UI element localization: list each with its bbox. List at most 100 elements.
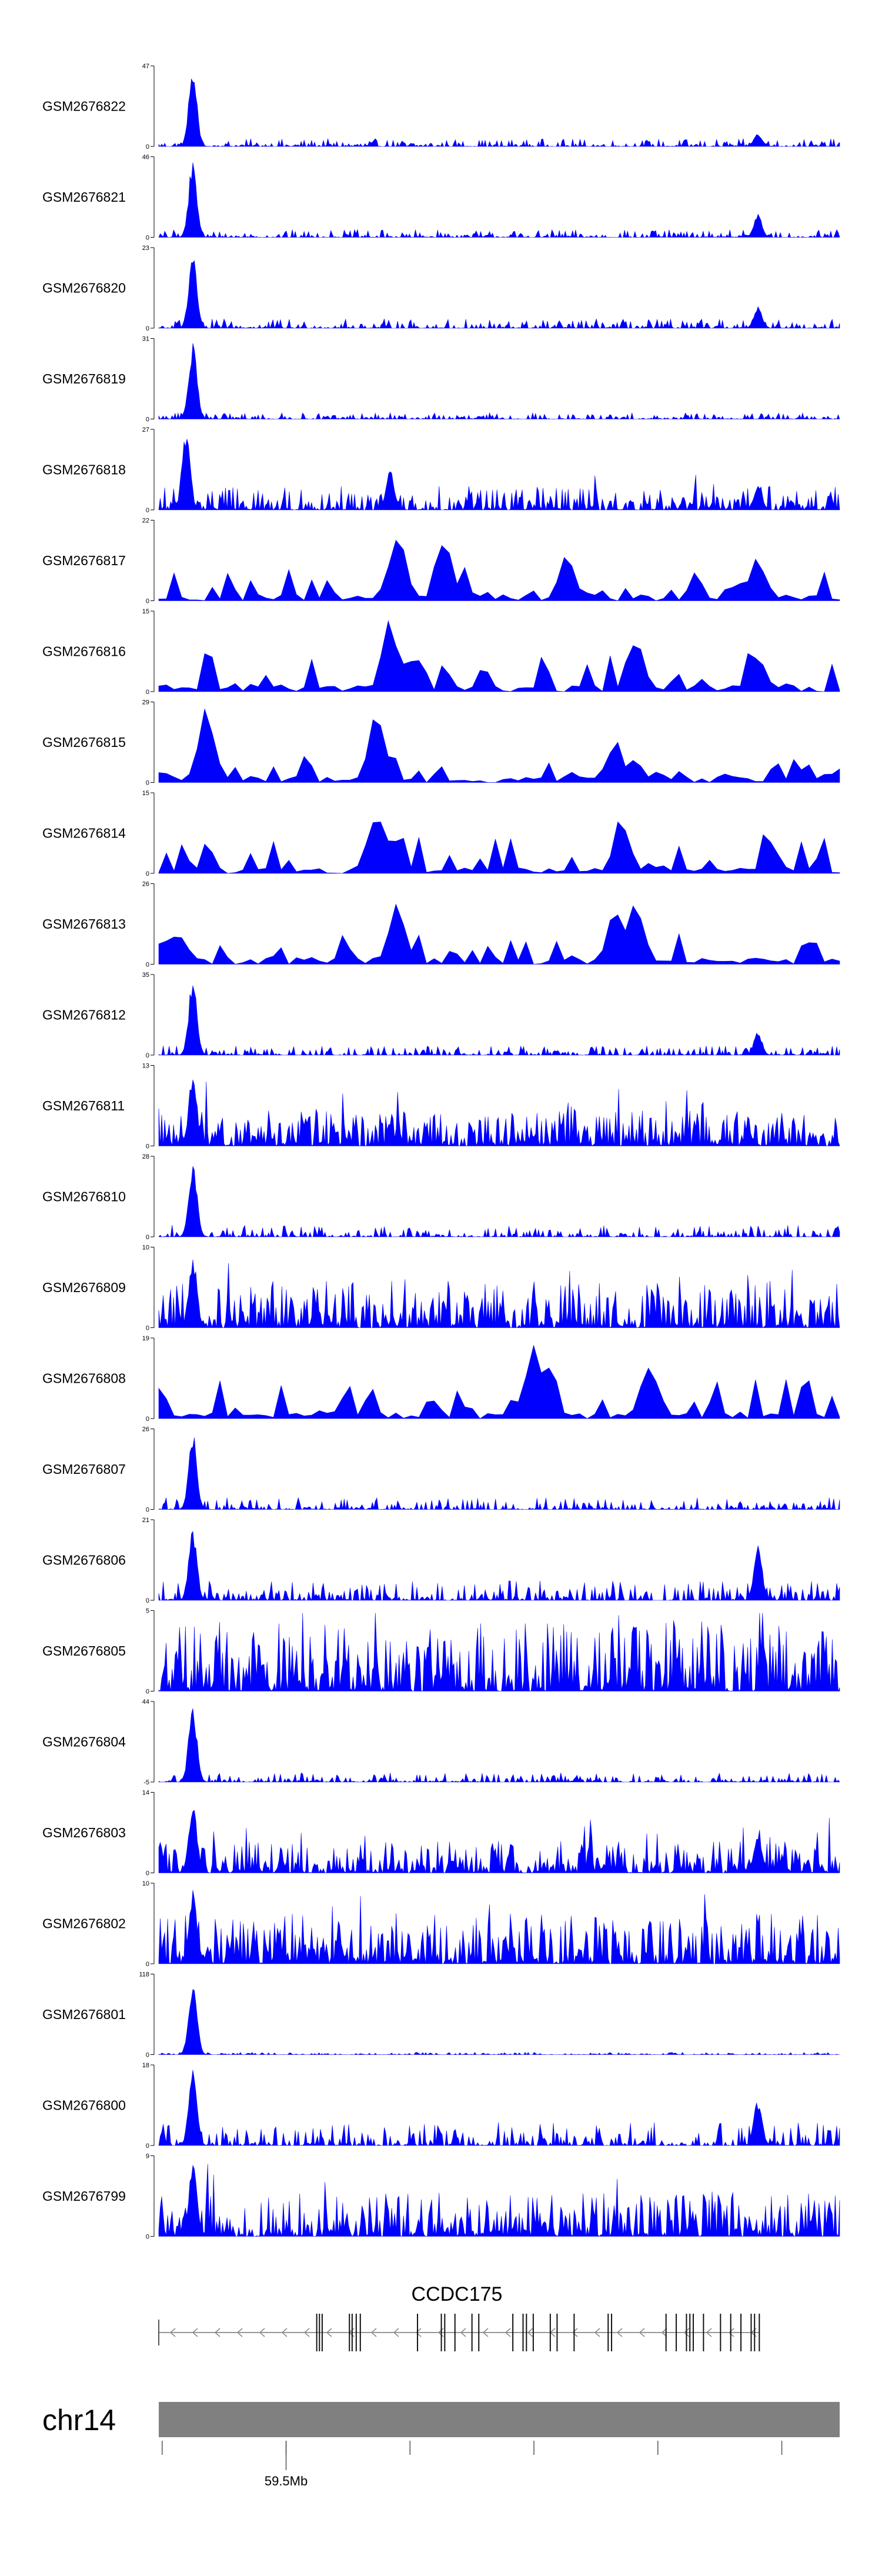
track-label-GSM2676804: GSM2676804 <box>42 1734 126 1750</box>
y-min-tick-label: 0 <box>146 1234 149 1241</box>
strand-chevron <box>303 2328 310 2337</box>
y-min-tick-label: 0 <box>146 325 149 332</box>
y-max-tick-label: 44 <box>142 1699 149 1706</box>
track-label-GSM2676806: GSM2676806 <box>42 1553 126 1568</box>
y-min-tick-label: 0 <box>146 962 149 969</box>
y-max-tick-label: 26 <box>142 1426 149 1433</box>
coverage-area-GSM2676822 <box>158 78 840 148</box>
y-min-tick-label: 0 <box>146 2052 149 2059</box>
strand-chevron <box>482 2328 489 2337</box>
strand-chevron <box>326 2328 332 2337</box>
strand-chevron <box>370 2328 377 2337</box>
y-min-tick-label: 0 <box>146 144 149 151</box>
track-label-GSM2676815: GSM2676815 <box>42 735 126 750</box>
coverage-area-GSM2676820 <box>158 260 840 329</box>
track-label-GSM2676818: GSM2676818 <box>42 462 126 478</box>
coverage-area-GSM2676810 <box>158 1166 840 1237</box>
y-min-tick-label: 0 <box>146 598 149 605</box>
coverage-area-GSM2676812 <box>158 985 840 1056</box>
y-max-tick-label: 26 <box>142 881 149 888</box>
y-min-tick-label: -5 <box>143 1779 149 1786</box>
y-max-tick-label: 31 <box>142 336 149 343</box>
strand-chevron <box>460 2328 466 2337</box>
track-label-GSM2676816: GSM2676816 <box>42 644 126 659</box>
y-max-tick-label: 13 <box>142 1063 149 1070</box>
y-min-tick-label: 0 <box>146 1961 149 1968</box>
y-max-tick-label: 28 <box>142 1153 149 1160</box>
y-max-tick-label: 19 <box>142 1335 149 1342</box>
y-min-tick-label: 0 <box>146 1052 149 1059</box>
y-min-tick-label: 0 <box>146 2234 149 2241</box>
x-axis-tick-label: 59.5Mb <box>265 2474 308 2488</box>
track-label-GSM2676805: GSM2676805 <box>42 1643 126 1659</box>
coverage-area-GSM2676807 <box>158 1437 840 1510</box>
y-max-tick-label: 23 <box>142 245 149 252</box>
coverage-area-GSM2676799 <box>158 2164 840 2237</box>
track-label-GSM2676809: GSM2676809 <box>42 1280 126 1295</box>
coverage-area-GSM2676813 <box>158 903 840 965</box>
track-label-GSM2676801: GSM2676801 <box>42 2007 126 2022</box>
track-label-GSM2676812: GSM2676812 <box>42 1007 126 1023</box>
track-label-GSM2676803: GSM2676803 <box>42 1825 126 1840</box>
y-max-tick-label: 22 <box>142 518 149 525</box>
strand-chevron <box>169 2328 176 2337</box>
track-label-GSM2676810: GSM2676810 <box>42 1189 126 1204</box>
coverage-area-GSM2676808 <box>158 1344 840 1419</box>
y-min-tick-label: 0 <box>146 1416 149 1423</box>
y-max-tick-label: 9 <box>146 2153 149 2160</box>
coverage-area-GSM2676803 <box>158 1810 840 1874</box>
y-min-tick-label: 0 <box>146 1597 149 1604</box>
track-label-GSM2676813: GSM2676813 <box>42 916 126 932</box>
strand-chevron <box>728 2328 734 2337</box>
y-max-tick-label: 14 <box>142 1790 149 1797</box>
track-label-GSM2676819: GSM2676819 <box>42 371 126 386</box>
strand-chevron <box>683 2328 690 2337</box>
coverage-area-GSM2676815 <box>158 709 840 783</box>
y-max-tick-label: 27 <box>142 426 149 433</box>
coverage-area-GSM2676805 <box>158 1613 840 1692</box>
coverage-area-GSM2676809 <box>158 1259 840 1329</box>
y-max-tick-label: 5 <box>146 1608 149 1615</box>
track-label-GSM2676799: GSM2676799 <box>42 2188 126 2204</box>
y-min-tick-label: 0 <box>146 1143 149 1150</box>
y-min-tick-label: 0 <box>146 2143 149 2150</box>
track-label-GSM2676820: GSM2676820 <box>42 281 126 296</box>
strand-chevron <box>259 2328 265 2337</box>
strand-chevron <box>214 2328 220 2337</box>
strand-chevron <box>639 2328 645 2337</box>
y-min-tick-label: 0 <box>146 1325 149 1332</box>
y-max-tick-label: 35 <box>142 972 149 979</box>
strand-chevron <box>415 2328 422 2337</box>
track-label-GSM2676817: GSM2676817 <box>42 553 126 568</box>
chromosome-label: chr14 <box>42 2404 116 2437</box>
strand-chevron <box>572 2328 578 2337</box>
chromosome-bar <box>159 2402 840 2437</box>
coverage-area-GSM2676804 <box>158 1708 840 1783</box>
track-label-GSM2676808: GSM2676808 <box>42 1371 126 1386</box>
strand-chevron <box>527 2328 533 2337</box>
track-label-GSM2676814: GSM2676814 <box>42 826 126 841</box>
y-min-tick-label: 0 <box>146 507 149 514</box>
y-min-tick-label: 0 <box>146 1689 149 1696</box>
y-min-tick-label: 0 <box>146 870 149 877</box>
strand-chevron <box>393 2328 399 2337</box>
gene-label: CCDC175 <box>412 2283 503 2305</box>
y-max-tick-label: 29 <box>142 699 149 706</box>
y-max-tick-label: 15 <box>142 790 149 797</box>
y-max-tick-label: 10 <box>142 1244 149 1252</box>
y-max-tick-label: 10 <box>142 1880 149 1887</box>
strand-chevron <box>505 2328 511 2337</box>
track-label-GSM2676822: GSM2676822 <box>42 99 126 114</box>
strand-chevron <box>281 2328 288 2337</box>
track-label-GSM2676802: GSM2676802 <box>42 1916 126 1931</box>
coverage-area-GSM2676806 <box>158 1530 840 1601</box>
track-label-GSM2676807: GSM2676807 <box>42 1461 126 1477</box>
y-min-tick-label: 0 <box>146 1507 149 1514</box>
y-min-tick-label: 0 <box>146 235 149 242</box>
y-max-tick-label: 46 <box>142 154 149 161</box>
coverage-area-GSM2676816 <box>158 620 840 692</box>
y-max-tick-label: 18 <box>142 2062 149 2069</box>
coverage-area-GSM2676801 <box>158 1988 840 2056</box>
strand-chevron <box>616 2328 623 2337</box>
